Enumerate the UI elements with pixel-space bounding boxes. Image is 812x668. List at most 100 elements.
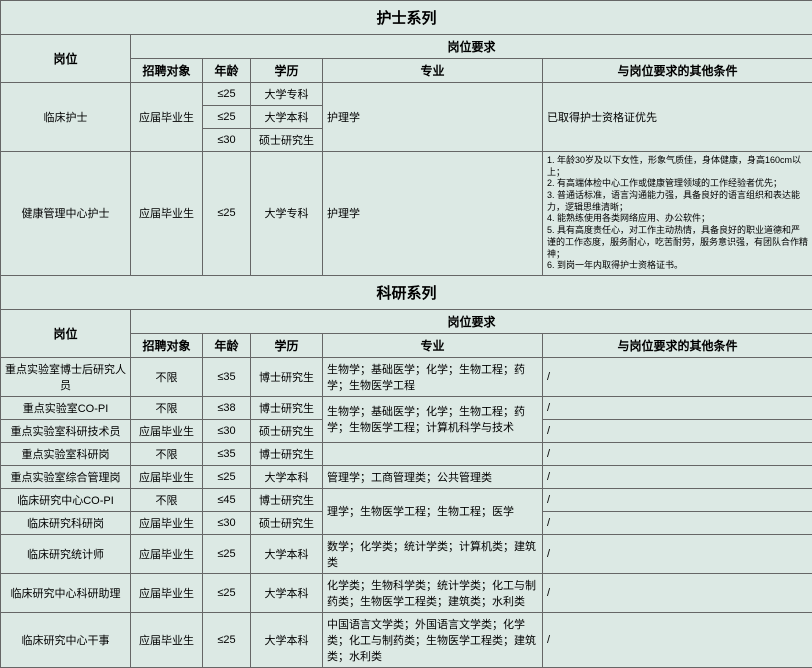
header-requirements: 岗位要求 — [131, 309, 812, 333]
cell-other: / — [543, 357, 812, 396]
cell-other: / — [543, 442, 812, 465]
cell-position: 重点实验室科研技术员 — [1, 419, 131, 442]
table-row: 临床研究中心CO-PI不限≤45博士研究生理学；生物医学工程；生物工程；医学/ — [1, 488, 812, 511]
header-target: 招聘对象 — [131, 333, 203, 357]
cell-target: 不限 — [131, 488, 203, 511]
cell-age: ≤25 — [203, 106, 251, 129]
cell-target: 应届毕业生 — [131, 152, 203, 276]
table-row: 健康管理中心护士应届毕业生≤25大学专科护理学1. 年龄30岁及以下女性，形象气… — [1, 152, 812, 276]
cell-position: 临床研究中心CO-PI — [1, 488, 131, 511]
cell-age: ≤35 — [203, 357, 251, 396]
cell-target: 应届毕业生 — [131, 573, 203, 612]
cell-age: ≤25 — [203, 83, 251, 106]
header-position: 岗位 — [1, 35, 131, 83]
table-row: 临床研究统计师应届毕业生≤25大学本科数学；化学类；统计学类；计算机类；建筑类/ — [1, 534, 812, 573]
cell-position: 临床研究中心干事 — [1, 612, 131, 667]
cell-education: 硕士研究生 — [251, 419, 323, 442]
cell-age: ≤35 — [203, 442, 251, 465]
cell-other: 1. 年龄30岁及以下女性，形象气质佳，身体健康，身高160cm以上；2. 有高… — [543, 152, 812, 276]
table-row: 重点实验室CO-PI不限≤38博士研究生生物学；基础医学；化学；生物工程；药学；… — [1, 396, 812, 419]
cell-target: 不限 — [131, 357, 203, 396]
cell-education: 大学本科 — [251, 573, 323, 612]
cell-position: 重点实验室综合管理岗 — [1, 465, 131, 488]
header-major: 专业 — [323, 333, 543, 357]
recruitment-table: 护士系列岗位岗位要求招聘对象年龄学历专业与岗位要求的其他条件临床护士应届毕业生≤… — [0, 0, 812, 668]
cell-target: 应届毕业生 — [131, 534, 203, 573]
cell-position: 重点实验室科研岗 — [1, 442, 131, 465]
cell-other: / — [543, 465, 812, 488]
cell-target: 应届毕业生 — [131, 612, 203, 667]
cell-education: 大学本科 — [251, 465, 323, 488]
section-title: 护士系列 — [1, 1, 812, 35]
section-title: 科研系列 — [1, 275, 812, 309]
cell-target: 不限 — [131, 396, 203, 419]
table-row: 重点实验室综合管理岗应届毕业生≤25大学本科管理学；工商管理类；公共管理类/ — [1, 465, 812, 488]
cell-education: 大学本科 — [251, 534, 323, 573]
cell-age: ≤25 — [203, 534, 251, 573]
header-other: 与岗位要求的其他条件 — [543, 59, 812, 83]
cell-major: 理学；生物医学工程；生物工程；医学 — [323, 488, 543, 534]
cell-major: 护理学 — [323, 83, 543, 152]
cell-target: 不限 — [131, 442, 203, 465]
cell-major: 生物学；基础医学；化学；生物工程；药学；生物医学工程；计算机科学与技术 — [323, 396, 543, 442]
cell-major: 护理学 — [323, 152, 543, 276]
cell-age: ≤30 — [203, 511, 251, 534]
cell-education: 大学本科 — [251, 612, 323, 667]
table-row: 重点实验室科研岗不限≤35博士研究生 / — [1, 442, 812, 465]
table-row: 临床研究中心干事应届毕业生≤25大学本科中国语言文学类；外国语言文学类；化学类；… — [1, 612, 812, 667]
cell-position: 临床研究统计师 — [1, 534, 131, 573]
cell-age: ≤30 — [203, 129, 251, 152]
cell-education: 博士研究生 — [251, 396, 323, 419]
cell-other: / — [543, 396, 812, 419]
cell-education: 硕士研究生 — [251, 511, 323, 534]
cell-education: 博士研究生 — [251, 442, 323, 465]
cell-major: 数学；化学类；统计学类；计算机类；建筑类 — [323, 534, 543, 573]
header-age: 年龄 — [203, 59, 251, 83]
header-education: 学历 — [251, 59, 323, 83]
cell-position: 重点实验室博士后研究人员 — [1, 357, 131, 396]
cell-target: 应届毕业生 — [131, 83, 203, 152]
header-requirements: 岗位要求 — [131, 35, 812, 59]
cell-education: 大学专科 — [251, 83, 323, 106]
cell-major: 中国语言文学类；外国语言文学类；化学类；化工与制药类；生物医学工程类；建筑类；水… — [323, 612, 543, 667]
cell-education: 博士研究生 — [251, 357, 323, 396]
cell-age: ≤25 — [203, 612, 251, 667]
cell-major — [323, 442, 543, 465]
table-row: 临床护士应届毕业生≤25大学专科护理学已取得护士资格证优先 — [1, 83, 812, 106]
cell-age: ≤30 — [203, 419, 251, 442]
cell-education: 硕士研究生 — [251, 129, 323, 152]
cell-major: 化学类；生物科学类；统计学类；化工与制药类；生物医学工程类；建筑类；水利类 — [323, 573, 543, 612]
cell-position: 重点实验室CO-PI — [1, 396, 131, 419]
header-education: 学历 — [251, 333, 323, 357]
header-age: 年龄 — [203, 333, 251, 357]
cell-position: 临床研究中心科研助理 — [1, 573, 131, 612]
cell-position: 临床研究科研岗 — [1, 511, 131, 534]
cell-position: 健康管理中心护士 — [1, 152, 131, 276]
cell-major: 管理学；工商管理类；公共管理类 — [323, 465, 543, 488]
cell-age: ≤25 — [203, 152, 251, 276]
header-other: 与岗位要求的其他条件 — [543, 333, 812, 357]
header-position: 岗位 — [1, 309, 131, 357]
cell-other: / — [543, 511, 812, 534]
header-major: 专业 — [323, 59, 543, 83]
cell-position: 临床护士 — [1, 83, 131, 152]
cell-target: 应届毕业生 — [131, 465, 203, 488]
cell-age: ≤25 — [203, 573, 251, 612]
cell-education: 大学本科 — [251, 106, 323, 129]
header-target: 招聘对象 — [131, 59, 203, 83]
cell-other: / — [543, 419, 812, 442]
table-row: 临床研究中心科研助理应届毕业生≤25大学本科化学类；生物科学类；统计学类；化工与… — [1, 573, 812, 612]
cell-target: 应届毕业生 — [131, 419, 203, 442]
cell-other: / — [543, 612, 812, 667]
cell-other: / — [543, 488, 812, 511]
cell-major: 生物学；基础医学；化学；生物工程；药学；生物医学工程 — [323, 357, 543, 396]
cell-age: ≤25 — [203, 465, 251, 488]
cell-age: ≤38 — [203, 396, 251, 419]
cell-other: / — [543, 573, 812, 612]
cell-target: 应届毕业生 — [131, 511, 203, 534]
cell-education: 博士研究生 — [251, 488, 323, 511]
cell-age: ≤45 — [203, 488, 251, 511]
cell-education: 大学专科 — [251, 152, 323, 276]
cell-other: 已取得护士资格证优先 — [543, 83, 812, 152]
table-row: 重点实验室博士后研究人员不限≤35博士研究生生物学；基础医学；化学；生物工程；药… — [1, 357, 812, 396]
